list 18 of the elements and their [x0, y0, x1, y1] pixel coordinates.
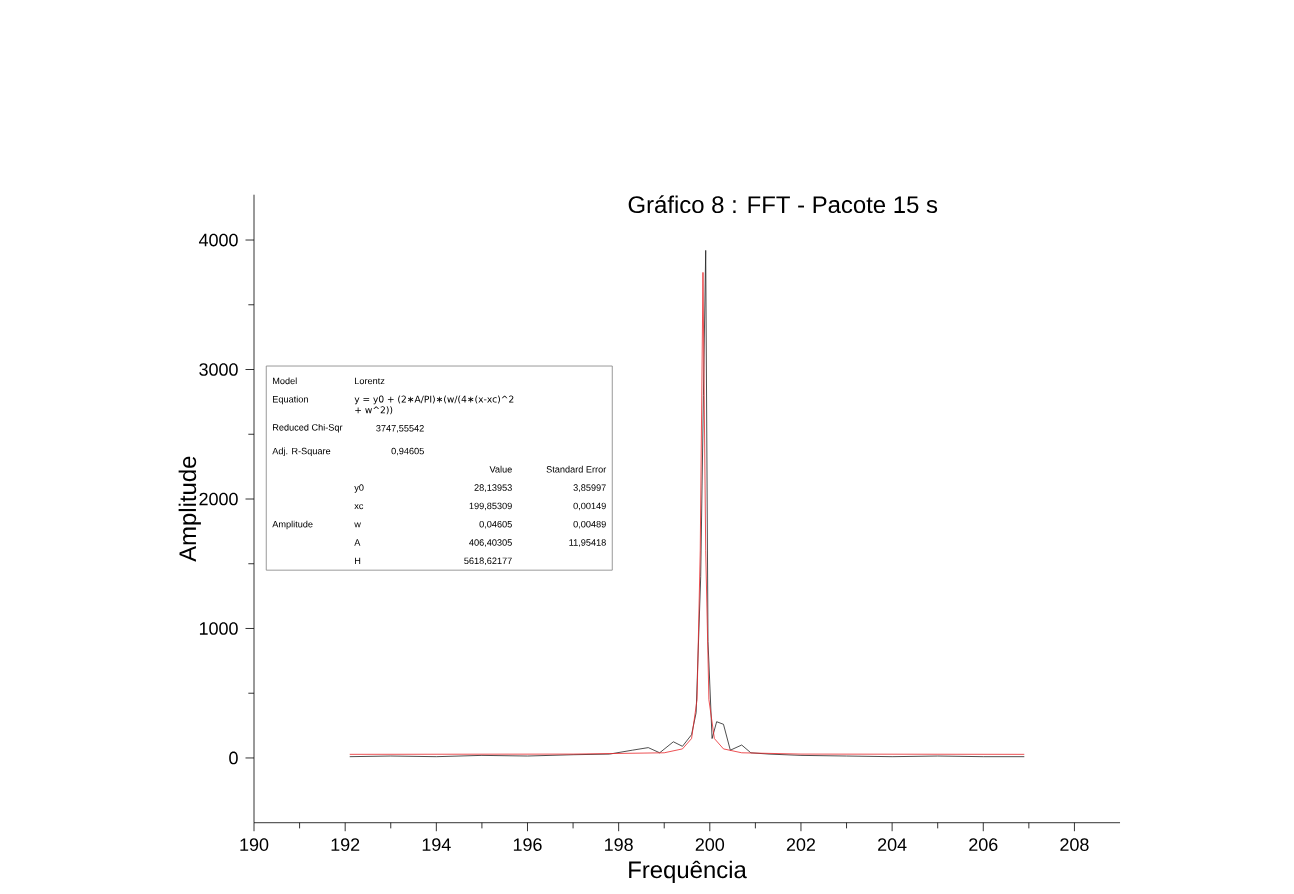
- x-tick-label: 206: [969, 838, 998, 851]
- y-tick-label: 4000: [198, 233, 238, 247]
- x-tick-label: 200: [695, 838, 725, 851]
- y-tick-label: 0: [229, 751, 238, 765]
- x-tick-label: 198: [605, 838, 633, 851]
- y-tick-label: 2000: [199, 492, 238, 506]
- x-axis-title: Frequência: [629, 860, 747, 884]
- x-tick-label: 190: [240, 838, 269, 851]
- chart-title: Gráfico 8 : FFT - Pacote 15 s: [628, 195, 938, 214]
- x-tick-label: 204: [878, 838, 907, 851]
- y-tick-label: 3000: [199, 363, 238, 376]
- y-axis-title: Amplitude: [178, 456, 201, 562]
- x-tick-label: 194: [422, 838, 451, 851]
- x-tick-label: 196: [513, 838, 542, 851]
- x-tick-label: 202: [786, 838, 816, 851]
- x-tick-label: 192: [331, 838, 360, 851]
- y-tick-label: 1000: [199, 622, 238, 635]
- x-tick-label: 208: [1060, 838, 1089, 851]
